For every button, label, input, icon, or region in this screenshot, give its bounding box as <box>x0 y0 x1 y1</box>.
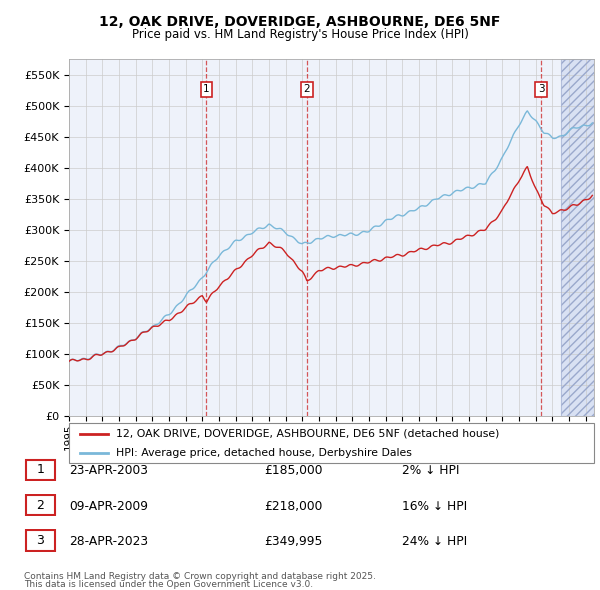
Text: HPI: Average price, detached house, Derbyshire Dales: HPI: Average price, detached house, Derb… <box>116 448 412 458</box>
Text: 3: 3 <box>538 84 544 94</box>
Text: 12, OAK DRIVE, DOVERIDGE, ASHBOURNE, DE6 5NF: 12, OAK DRIVE, DOVERIDGE, ASHBOURNE, DE6… <box>100 15 500 30</box>
Text: 1: 1 <box>37 463 44 476</box>
Text: 12, OAK DRIVE, DOVERIDGE, ASHBOURNE, DE6 5NF (detached house): 12, OAK DRIVE, DOVERIDGE, ASHBOURNE, DE6… <box>116 429 500 439</box>
Text: 28-APR-2023: 28-APR-2023 <box>69 535 148 548</box>
Text: £185,000: £185,000 <box>264 464 323 477</box>
Text: 16% ↓ HPI: 16% ↓ HPI <box>402 500 467 513</box>
Text: 09-APR-2009: 09-APR-2009 <box>69 500 148 513</box>
FancyBboxPatch shape <box>26 460 55 480</box>
Text: 3: 3 <box>37 534 44 547</box>
Text: 2% ↓ HPI: 2% ↓ HPI <box>402 464 460 477</box>
Bar <box>560 59 594 416</box>
Text: £349,995: £349,995 <box>264 535 322 548</box>
Text: £218,000: £218,000 <box>264 500 322 513</box>
Text: Contains HM Land Registry data © Crown copyright and database right 2025.: Contains HM Land Registry data © Crown c… <box>24 572 376 581</box>
FancyBboxPatch shape <box>26 530 55 550</box>
Text: 24% ↓ HPI: 24% ↓ HPI <box>402 535 467 548</box>
Text: This data is licensed under the Open Government Licence v3.0.: This data is licensed under the Open Gov… <box>24 579 313 589</box>
Text: 2: 2 <box>37 499 44 512</box>
Text: Price paid vs. HM Land Registry's House Price Index (HPI): Price paid vs. HM Land Registry's House … <box>131 28 469 41</box>
Text: 2: 2 <box>304 84 310 94</box>
FancyBboxPatch shape <box>26 495 55 515</box>
Text: 1: 1 <box>203 84 210 94</box>
Bar <box>560 59 594 416</box>
Text: 23-APR-2003: 23-APR-2003 <box>69 464 148 477</box>
FancyBboxPatch shape <box>69 423 594 463</box>
